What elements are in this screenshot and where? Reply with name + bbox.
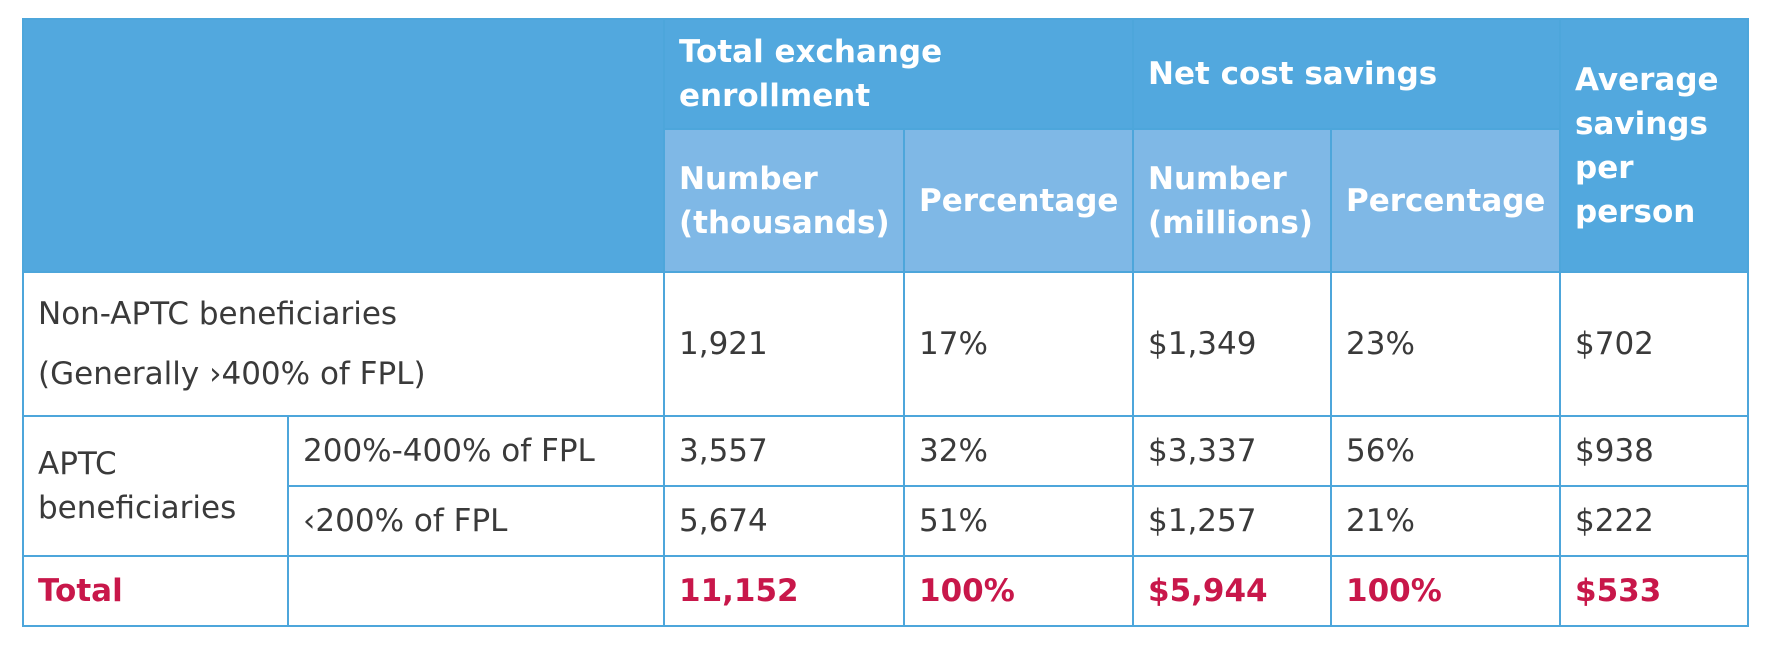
header-average-savings-per-person: Average savings per person — [1559, 18, 1750, 273]
row-label-non-aptc-line-1: Non-APTC beneficiaries — [38, 296, 398, 332]
header-corner-cell — [22, 18, 665, 273]
header-row-subcolumns: Number (thousands) Percentage Number (mi… — [23, 128, 1748, 273]
cell-total-savings-percentage: 100% — [1329, 555, 1562, 627]
header-average-line-4: person — [1575, 193, 1696, 230]
subheader-enrollment-number-line-2: (thousands) — [679, 204, 890, 241]
row-label-total: Total — [22, 555, 289, 627]
cell-savings-percentage: 23% — [1329, 271, 1562, 417]
header-average-line-1: Average — [1575, 61, 1719, 98]
cell-enrollment-percentage: 51% — [903, 485, 1134, 557]
subheader-savings-percentage: Percentage — [1329, 128, 1562, 273]
subheader-savings-number-line-1: Number — [1148, 160, 1287, 197]
cell-enrollment-percentage: 17% — [903, 271, 1134, 417]
cell-total-savings-number: $5,944 — [1132, 555, 1332, 627]
table-row-aptc-under-200: ‹200% of FPL 5,674 51% $1,257 21% $222 — [23, 485, 1750, 557]
row-sublabel-under-200-fpl: ‹200% of FPL — [287, 485, 665, 557]
subheader-enrollment-number-line-1: Number — [679, 160, 818, 197]
subheader-savings-number-line-2: (millions) — [1148, 204, 1313, 241]
cell-total-enrollment-number: 11,152 — [663, 555, 905, 627]
enrollment-savings-table: Total exchange enrollment Net cost savin… — [22, 18, 1750, 627]
cell-savings-percentage: 21% — [1329, 485, 1562, 557]
cell-savings-number: $1,257 — [1132, 485, 1332, 557]
cell-total-average-savings: $533 — [1559, 555, 1750, 627]
table-row-total: Total 11,152 100% $5,944 100% $533 — [22, 555, 1750, 627]
subheader-enrollment-number: Number (thousands) — [663, 128, 905, 273]
cell-enrollment-percentage: 32% — [903, 415, 1134, 487]
cell-savings-percentage: 56% — [1329, 415, 1562, 487]
header-average-line-2: savings — [1575, 105, 1708, 142]
table-row-aptc-200-400: APTC beneficiaries 200%-400% of FPL 3,55… — [22, 415, 1750, 557]
header-net-cost-savings: Net cost savings — [1131, 18, 1562, 130]
cell-average-savings: $222 — [1559, 485, 1750, 557]
row-label-aptc-beneficiaries: APTC beneficiaries — [22, 415, 289, 557]
subheader-enrollment-percentage: Percentage — [903, 128, 1134, 273]
cell-enrollment-number: 1,921 — [663, 271, 905, 417]
row-label-non-aptc: Non-APTC beneficiaries (Generally ›400% … — [22, 271, 665, 417]
row-label-non-aptc-line-2: (Generally ›400% of FPL) — [38, 356, 426, 392]
header-total-exchange-enrollment: Total exchange enrollment — [663, 18, 1134, 130]
cell-savings-number: $1,349 — [1132, 271, 1332, 417]
cell-average-savings: $702 — [1559, 271, 1750, 417]
row-label-aptc-line-1: APTC — [38, 446, 117, 482]
cell-enrollment-number: 5,674 — [663, 485, 905, 557]
header-row-groups: Total exchange enrollment Net cost savin… — [22, 18, 1750, 273]
cell-average-savings: $938 — [1559, 415, 1750, 487]
subheader-savings-number: Number (millions) — [1132, 128, 1332, 273]
table-row-non-aptc: Non-APTC beneficiaries (Generally ›400% … — [22, 271, 1750, 417]
row-sublabel-200-400-fpl: 200%-400% of FPL — [287, 415, 665, 487]
row-label-aptc-line-2: beneficiaries — [38, 490, 237, 526]
cell-total-empty — [287, 555, 665, 627]
header-average-line-3: per — [1575, 149, 1634, 186]
cell-total-enrollment-percentage: 100% — [903, 555, 1134, 627]
cell-savings-number: $3,337 — [1132, 415, 1332, 487]
cell-enrollment-number: 3,557 — [663, 415, 905, 487]
